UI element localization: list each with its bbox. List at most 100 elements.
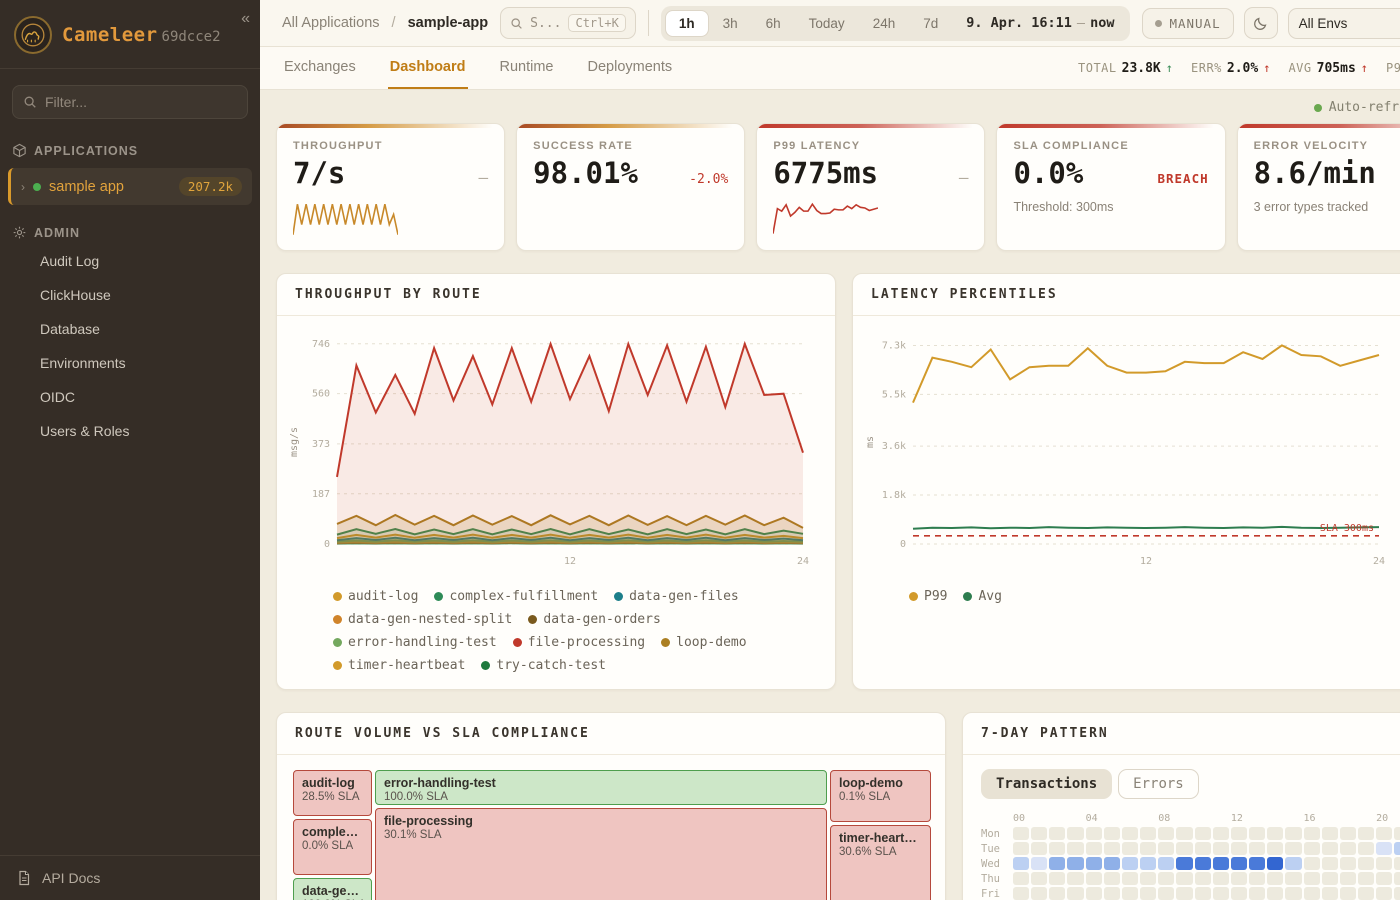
heatmap-cell[interactable]	[1376, 857, 1392, 870]
heatmap-cell[interactable]	[1285, 842, 1301, 855]
sidebar-item-clickhouse[interactable]: ClickHouse	[0, 278, 260, 312]
heatmap-cell[interactable]	[1376, 827, 1392, 840]
range-button-1h[interactable]: 1h	[665, 10, 709, 37]
heatmap-cell[interactable]	[1122, 857, 1138, 870]
heatmap-cell[interactable]	[1304, 842, 1320, 855]
heatmap-cell[interactable]	[1213, 872, 1229, 885]
heatmap-cell[interactable]	[1067, 827, 1083, 840]
heatmap-cell[interactable]	[1285, 872, 1301, 885]
legend-item-file-processing[interactable]: file-processing	[513, 635, 645, 650]
heatmap-cell[interactable]	[1285, 827, 1301, 840]
legend-item-avg[interactable]: Avg	[963, 589, 1001, 604]
heatmap-cell[interactable]	[1195, 842, 1211, 855]
legend-item-data-gen-orders[interactable]: data-gen-orders	[528, 612, 660, 627]
heatmap-cell[interactable]	[1304, 872, 1320, 885]
heatmap-cell[interactable]	[1340, 857, 1356, 870]
heatmap-cell[interactable]	[1213, 857, 1229, 870]
heatmap-cell[interactable]	[1122, 827, 1138, 840]
sidebar-item-environments[interactable]: Environments	[0, 346, 260, 380]
filter-input[interactable]: Filter...	[12, 85, 248, 119]
heatmap-cell[interactable]	[1013, 827, 1029, 840]
heatmap-cell[interactable]	[1158, 827, 1174, 840]
heatmap-cell[interactable]	[1213, 887, 1229, 900]
heatmap-cell[interactable]	[1067, 887, 1083, 900]
heatmap-cell[interactable]	[1231, 872, 1247, 885]
legend-item-data-gen-files[interactable]: data-gen-files	[614, 589, 739, 604]
heatmap-cell[interactable]	[1176, 872, 1192, 885]
heatmap-cell[interactable]	[1086, 887, 1102, 900]
sidebar-item-sample-app[interactable]: › sample app 207.2k	[8, 168, 252, 205]
heatmap-cell[interactable]	[1031, 872, 1047, 885]
heatmap-cell[interactable]	[1122, 842, 1138, 855]
heatmap-cell[interactable]	[1067, 842, 1083, 855]
heatmap-cell[interactable]	[1249, 842, 1265, 855]
heatmap-cell[interactable]	[1340, 872, 1356, 885]
heatmap-cell[interactable]	[1322, 842, 1338, 855]
heatmap-cell[interactable]	[1249, 857, 1265, 870]
heatmap-cell[interactable]	[1195, 872, 1211, 885]
heatmap-cell[interactable]	[1086, 842, 1102, 855]
heatmap-cell[interactable]	[1067, 872, 1083, 885]
heatmap-cell[interactable]	[1394, 857, 1400, 870]
heatmap-cell[interactable]	[1086, 857, 1102, 870]
heatmap-cell[interactable]	[1285, 857, 1301, 870]
heatmap-cell[interactable]	[1267, 842, 1283, 855]
legend-item-loop-demo[interactable]: loop-demo	[661, 635, 746, 650]
heatmap-cell[interactable]	[1231, 887, 1247, 900]
treemap-tile-complex-fulfillment[interactable]: complex-fulfillment0.0% SLA	[293, 819, 372, 875]
sidebar-item-users-roles[interactable]: Users & Roles	[0, 414, 260, 448]
manual-refresh-button[interactable]: MANUAL	[1142, 8, 1233, 39]
latency-percentiles-chart[interactable]: 01.8k3.6k5.5k7.3k1224msSLA 300ms	[861, 326, 1391, 574]
heatmap-cell[interactable]	[1231, 827, 1247, 840]
legend-item-complex-fulfillment[interactable]: complex-fulfillment	[434, 589, 598, 604]
range-button-6h[interactable]: 6h	[752, 10, 795, 37]
heatmap-cell[interactable]	[1376, 842, 1392, 855]
heatmap-cell[interactable]	[1176, 842, 1192, 855]
heatmap-cell[interactable]	[1067, 857, 1083, 870]
heatmap-cell[interactable]	[1267, 827, 1283, 840]
heatmap-cell[interactable]	[1140, 842, 1156, 855]
heatmap-cell[interactable]	[1213, 842, 1229, 855]
heatmap-cell[interactable]	[1358, 872, 1374, 885]
heatmap-cell[interactable]	[1322, 827, 1338, 840]
heatmap-cell[interactable]	[1104, 872, 1120, 885]
theme-toggle-button[interactable]	[1244, 7, 1278, 39]
env-select[interactable]: All Envs ▾	[1288, 8, 1400, 39]
heatmap-cell[interactable]	[1195, 887, 1211, 900]
sidebar-item-database[interactable]: Database	[0, 312, 260, 346]
heatmap-cell[interactable]	[1394, 827, 1400, 840]
heatmap-cell[interactable]	[1195, 827, 1211, 840]
heatmap-cell[interactable]	[1158, 857, 1174, 870]
heatmap-cell[interactable]	[1340, 887, 1356, 900]
heatmap-cell[interactable]	[1249, 887, 1265, 900]
date-range[interactable]: 9. Apr. 16:11—now	[954, 10, 1126, 36]
heatmap-cell[interactable]	[1104, 827, 1120, 840]
tab-exchanges[interactable]: Exchanges	[282, 47, 358, 89]
heatmap-cell[interactable]	[1358, 842, 1374, 855]
tab-dashboard[interactable]: Dashboard	[388, 47, 468, 89]
heatmap-cell[interactable]	[1213, 827, 1229, 840]
heatmap-cell[interactable]	[1104, 842, 1120, 855]
heatmap-cell[interactable]	[1267, 872, 1283, 885]
heatmap-cell[interactable]	[1104, 857, 1120, 870]
sidebar-item-oidc[interactable]: OIDC	[0, 380, 260, 414]
heatmap-cell[interactable]	[1140, 827, 1156, 840]
heatmap-cell[interactable]	[1031, 842, 1047, 855]
heatmap-cell[interactable]	[1358, 887, 1374, 900]
heatmap-cell[interactable]	[1394, 842, 1400, 855]
heatmap-cell[interactable]	[1231, 842, 1247, 855]
range-button-3h[interactable]: 3h	[709, 10, 752, 37]
heatmap-cell[interactable]	[1267, 857, 1283, 870]
heatmap-cell[interactable]	[1122, 887, 1138, 900]
legend-item-timer-heartbeat[interactable]: timer-heartbeat	[333, 658, 465, 673]
sidebar-item-audit-log[interactable]: Audit Log	[0, 244, 260, 278]
heatmap-cell[interactable]	[1249, 827, 1265, 840]
heatmap-cell[interactable]	[1394, 887, 1400, 900]
heatmap-cell[interactable]	[1304, 857, 1320, 870]
throughput-by-route-chart[interactable]: 01873735607461224msg/s	[285, 326, 815, 574]
heatmap-cell[interactable]	[1049, 827, 1065, 840]
toggle-errors[interactable]: Errors	[1118, 769, 1199, 799]
heatmap-cell[interactable]	[1358, 827, 1374, 840]
heatmap-cell[interactable]	[1322, 872, 1338, 885]
heatmap-cell[interactable]	[1013, 872, 1029, 885]
